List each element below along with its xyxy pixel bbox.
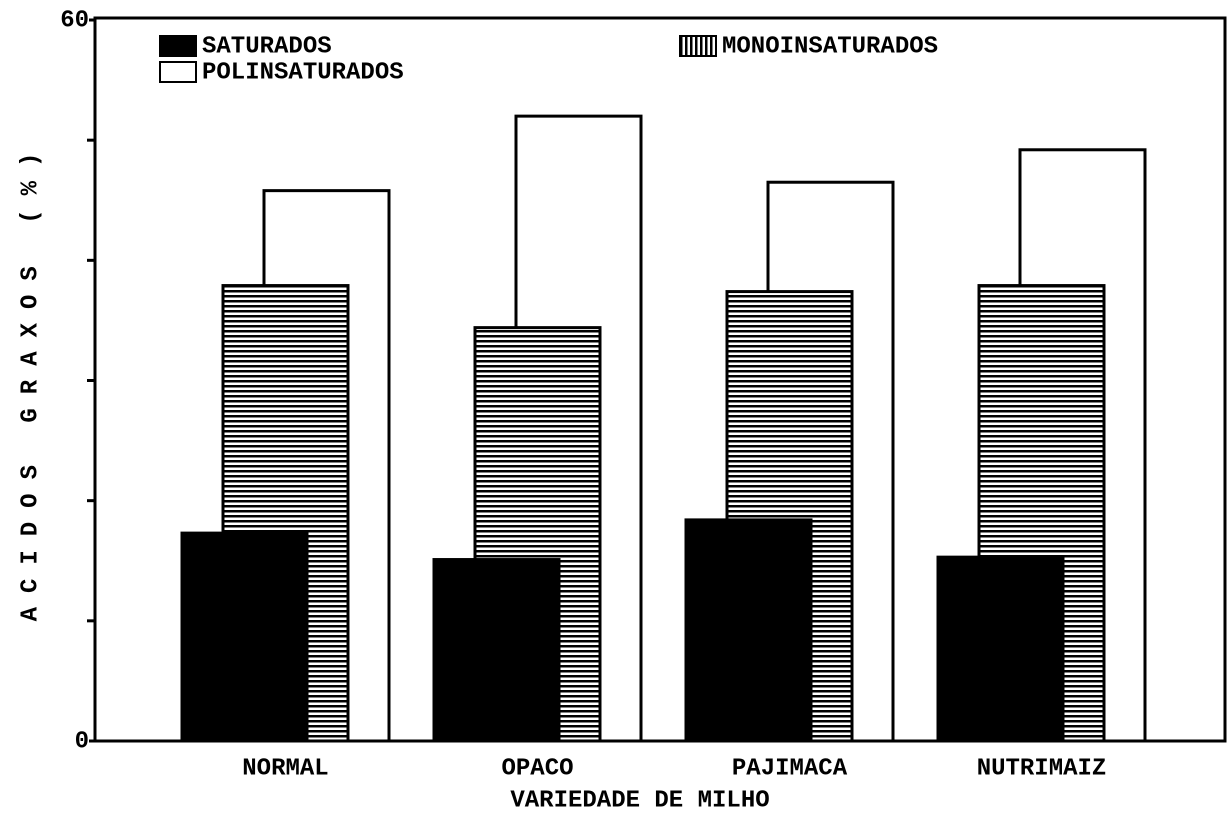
bar xyxy=(180,531,309,743)
bar xyxy=(936,555,1065,743)
y-tick-label: 0 xyxy=(75,728,89,755)
legend-swatch xyxy=(159,35,197,57)
x-tick-label: PAJIMACA xyxy=(732,755,848,782)
legend-label: POLINSATURADOS xyxy=(202,59,404,86)
y-tick-label: 60 xyxy=(60,7,89,34)
x-axis-label: VARIEDADE DE MILHO xyxy=(510,787,769,814)
legend-swatch xyxy=(679,35,717,57)
bar xyxy=(684,518,813,743)
legend-label: SATURADOS xyxy=(202,33,332,60)
legend-swatch xyxy=(159,61,197,83)
x-tick-label: NORMAL xyxy=(242,755,328,782)
legend-label: MONOINSATURADOS xyxy=(722,33,938,60)
x-tick-label: NUTRIMAIZ xyxy=(977,755,1107,782)
x-tick-label: OPACO xyxy=(501,755,573,782)
y-axis-label: ACIDOS GRAXOS (%) xyxy=(17,139,44,622)
bar xyxy=(432,558,561,743)
